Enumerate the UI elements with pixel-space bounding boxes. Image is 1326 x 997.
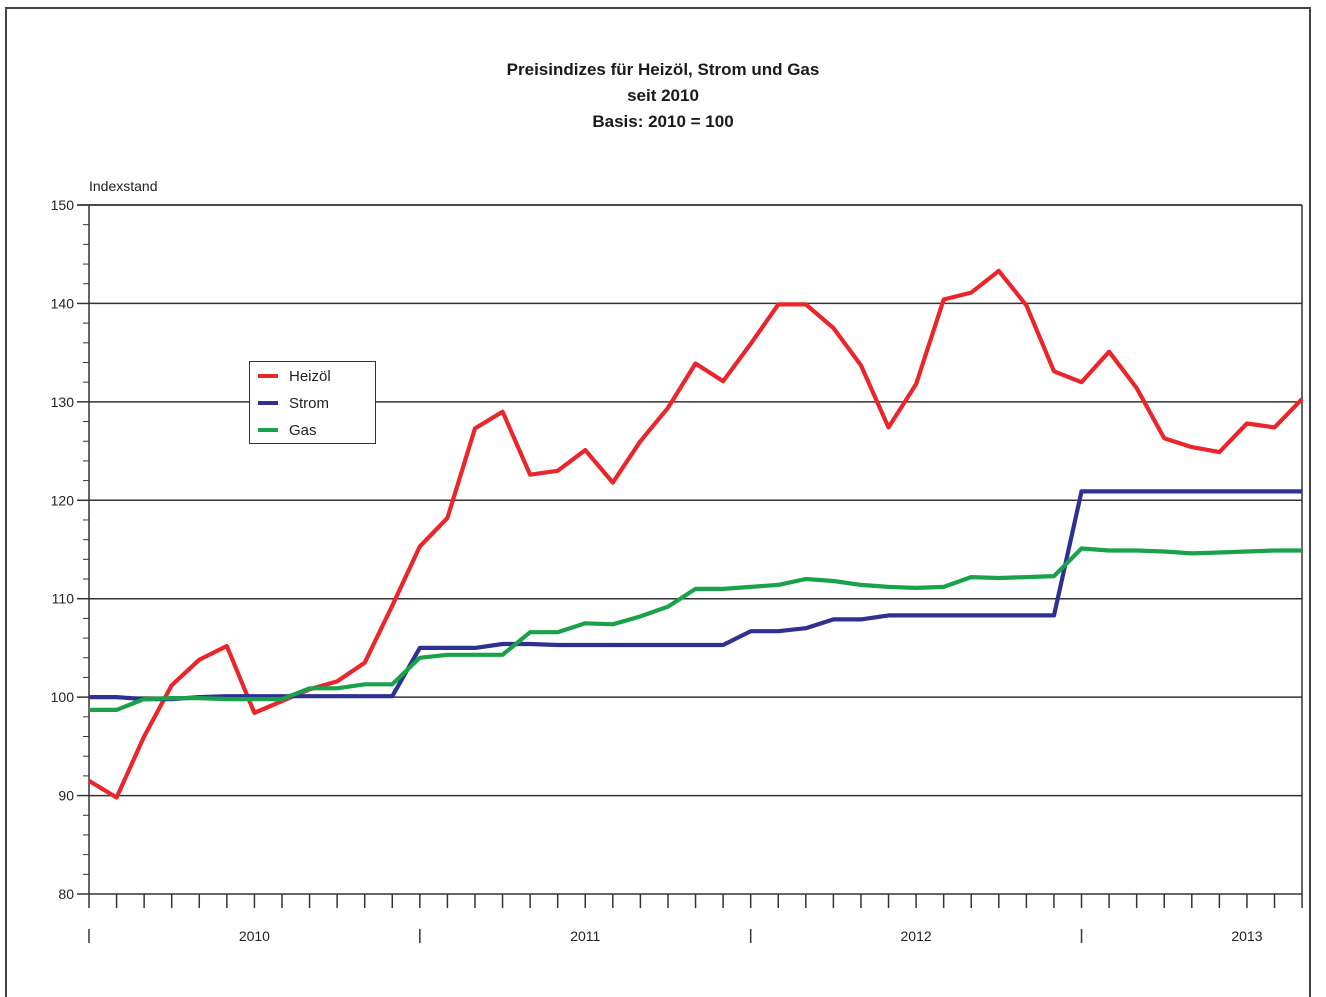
y-tick-label-80: 80 [58,886,74,902]
legend-label-heizoel: Heizöl [289,367,331,385]
y-tick-label-100: 100 [51,689,75,705]
legend-swatch-strom [258,401,278,405]
chart-title-line-2: seit 2010 [627,86,699,105]
legend-swatch-heizoel [258,374,278,378]
legend-label-gas: Gas [289,421,317,439]
series-line-strom [89,489,1303,702]
x-year-label-2011: 2011 [570,928,600,944]
legend-swatch-gas [258,428,278,432]
legend-item-heizoel: Heizöl [258,366,331,386]
series-layer [87,268,1304,800]
y-axis-label: Indexstand [89,178,158,194]
y-tick-label-130: 130 [51,394,75,410]
series-line-heizoel [87,268,1304,800]
y-tick-label-90: 90 [58,788,74,804]
y-tick-label-120: 120 [51,492,75,508]
y-tick-label-110: 110 [52,591,75,607]
x-year-label-2012: 2012 [901,928,932,944]
chart-legend: Heizöl Strom Gas [249,361,376,444]
legend-label-strom: Strom [289,394,330,412]
x-year-label-2013: 2013 [1231,928,1262,944]
y-tick-label-140: 140 [51,295,75,311]
legend-item-strom: Strom [258,393,329,413]
chart-title-line-3: Basis: 2010 = 100 [592,112,734,131]
chart-title-line-1: Preisindizes für Heizöl, Strom und Gas [506,60,820,79]
legend-item-gas: Gas [258,420,317,440]
y-tick-label-150: 150 [51,197,75,213]
x-year-label-2010: 2010 [239,928,270,944]
chart-frame [5,7,1311,997]
series-line-gas [89,546,1303,713]
axis-layer: 80 90 100 110 120 130 140 150 2010 2011 2012 2013 [51,197,1303,944]
